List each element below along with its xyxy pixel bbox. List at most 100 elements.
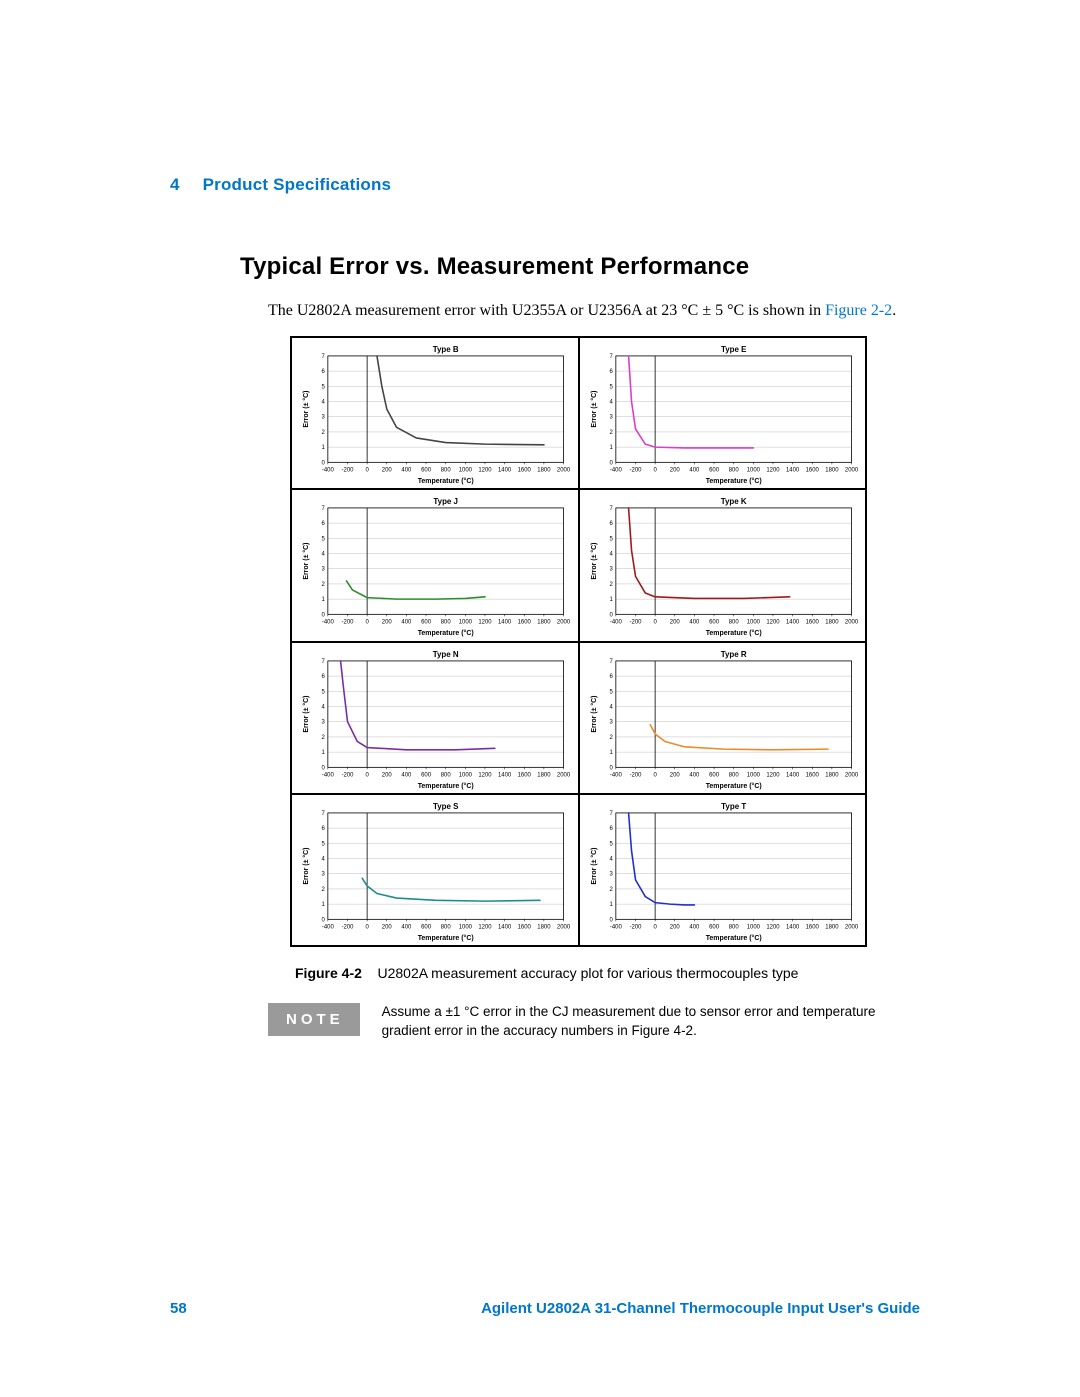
svg-text:1400: 1400 bbox=[498, 620, 512, 626]
svg-text:0: 0 bbox=[365, 772, 369, 778]
body-text-prefix: The U2802A measurement error with U2355A… bbox=[268, 302, 825, 319]
svg-text:-400: -400 bbox=[322, 620, 335, 626]
svg-text:1800: 1800 bbox=[825, 924, 839, 930]
svg-text:1400: 1400 bbox=[498, 467, 512, 473]
figure-caption-label: Figure 4-2 bbox=[295, 965, 362, 981]
svg-text:1600: 1600 bbox=[518, 924, 532, 930]
svg-text:6: 6 bbox=[609, 674, 613, 680]
svg-text:1800: 1800 bbox=[825, 467, 839, 473]
svg-text:4: 4 bbox=[609, 704, 613, 710]
svg-text:1: 1 bbox=[322, 902, 326, 908]
svg-text:400: 400 bbox=[689, 924, 700, 930]
svg-text:6: 6 bbox=[322, 369, 326, 375]
svg-text:Error (± °C): Error (± °C) bbox=[589, 391, 597, 428]
svg-text:5: 5 bbox=[322, 689, 326, 695]
svg-text:1: 1 bbox=[322, 750, 326, 756]
svg-text:800: 800 bbox=[441, 467, 452, 473]
svg-text:7: 7 bbox=[609, 811, 613, 817]
svg-text:-200: -200 bbox=[342, 772, 355, 778]
svg-text:1200: 1200 bbox=[478, 620, 492, 626]
svg-text:200: 200 bbox=[382, 772, 393, 778]
svg-text:600: 600 bbox=[709, 467, 720, 473]
svg-text:4: 4 bbox=[322, 704, 326, 710]
svg-text:1400: 1400 bbox=[498, 924, 512, 930]
svg-text:5: 5 bbox=[609, 689, 613, 695]
svg-text:600: 600 bbox=[421, 467, 432, 473]
svg-text:2: 2 bbox=[609, 887, 613, 893]
svg-text:Error (± °C): Error (± °C) bbox=[302, 543, 310, 580]
chapter-number: 4 bbox=[170, 175, 180, 194]
svg-text:400: 400 bbox=[401, 772, 412, 778]
svg-text:Error (± °C): Error (± °C) bbox=[589, 543, 597, 580]
svg-text:0: 0 bbox=[653, 467, 657, 473]
svg-text:Temperature (°C): Temperature (°C) bbox=[418, 630, 474, 638]
svg-text:2: 2 bbox=[322, 582, 326, 588]
svg-text:4: 4 bbox=[322, 400, 326, 406]
svg-text:Temperature (°C): Temperature (°C) bbox=[705, 477, 761, 485]
svg-text:1: 1 bbox=[609, 750, 613, 756]
svg-text:2000: 2000 bbox=[844, 772, 858, 778]
svg-text:1000: 1000 bbox=[459, 772, 473, 778]
svg-text:0: 0 bbox=[653, 772, 657, 778]
svg-text:1600: 1600 bbox=[518, 772, 532, 778]
svg-text:2: 2 bbox=[609, 430, 613, 436]
chart-type-k: Type K01234567-400-200020040060080010001… bbox=[579, 489, 867, 641]
svg-text:-200: -200 bbox=[629, 772, 642, 778]
svg-text:4: 4 bbox=[322, 552, 326, 558]
svg-text:2000: 2000 bbox=[557, 924, 571, 930]
svg-text:Error (± °C): Error (± °C) bbox=[302, 695, 310, 732]
svg-text:800: 800 bbox=[441, 924, 452, 930]
svg-text:0: 0 bbox=[322, 917, 326, 923]
svg-text:1000: 1000 bbox=[459, 467, 473, 473]
svg-text:200: 200 bbox=[669, 620, 680, 626]
svg-text:2000: 2000 bbox=[844, 924, 858, 930]
svg-text:200: 200 bbox=[669, 924, 680, 930]
svg-text:600: 600 bbox=[709, 620, 720, 626]
svg-text:2000: 2000 bbox=[844, 620, 858, 626]
svg-text:1: 1 bbox=[609, 598, 613, 604]
chart-type-j: Type J01234567-400-200020040060080010001… bbox=[291, 489, 579, 641]
svg-text:4: 4 bbox=[609, 400, 613, 406]
svg-text:400: 400 bbox=[401, 924, 412, 930]
body-paragraph: The U2802A measurement error with U2355A… bbox=[268, 299, 920, 322]
body-text-suffix: . bbox=[892, 302, 896, 319]
svg-text:800: 800 bbox=[441, 772, 452, 778]
svg-text:200: 200 bbox=[669, 467, 680, 473]
svg-text:1600: 1600 bbox=[518, 467, 532, 473]
svg-text:1600: 1600 bbox=[805, 467, 819, 473]
svg-text:-400: -400 bbox=[609, 924, 622, 930]
svg-text:1200: 1200 bbox=[766, 467, 780, 473]
svg-text:4: 4 bbox=[322, 856, 326, 862]
svg-text:Error (± °C): Error (± °C) bbox=[302, 847, 310, 884]
svg-text:1800: 1800 bbox=[537, 772, 551, 778]
svg-text:1200: 1200 bbox=[478, 467, 492, 473]
svg-text:200: 200 bbox=[669, 772, 680, 778]
svg-text:7: 7 bbox=[322, 354, 326, 360]
svg-text:1400: 1400 bbox=[785, 620, 799, 626]
figure-reference-link[interactable]: Figure 2-2 bbox=[825, 302, 892, 319]
svg-text:1800: 1800 bbox=[825, 772, 839, 778]
svg-text:3: 3 bbox=[322, 567, 326, 573]
svg-text:-200: -200 bbox=[342, 924, 355, 930]
svg-text:2: 2 bbox=[609, 582, 613, 588]
svg-text:Temperature (°C): Temperature (°C) bbox=[705, 934, 761, 942]
svg-text:Type J: Type J bbox=[433, 497, 458, 506]
chart-type-t: Type T01234567-400-200020040060080010001… bbox=[579, 794, 867, 946]
svg-text:-200: -200 bbox=[342, 620, 355, 626]
svg-text:400: 400 bbox=[689, 620, 700, 626]
section-title: Typical Error vs. Measurement Performanc… bbox=[240, 253, 920, 281]
svg-text:0: 0 bbox=[322, 461, 326, 467]
svg-text:1: 1 bbox=[609, 902, 613, 908]
svg-text:6: 6 bbox=[609, 522, 613, 528]
svg-text:400: 400 bbox=[689, 772, 700, 778]
svg-text:0: 0 bbox=[322, 765, 326, 771]
svg-text:Error (± °C): Error (± °C) bbox=[589, 695, 597, 732]
svg-text:1800: 1800 bbox=[537, 620, 551, 626]
svg-text:1600: 1600 bbox=[805, 924, 819, 930]
svg-text:Temperature (°C): Temperature (°C) bbox=[418, 934, 474, 942]
svg-text:0: 0 bbox=[365, 467, 369, 473]
svg-text:1400: 1400 bbox=[785, 467, 799, 473]
svg-text:Error (± °C): Error (± °C) bbox=[302, 391, 310, 428]
svg-text:800: 800 bbox=[728, 924, 739, 930]
svg-text:7: 7 bbox=[609, 354, 613, 360]
